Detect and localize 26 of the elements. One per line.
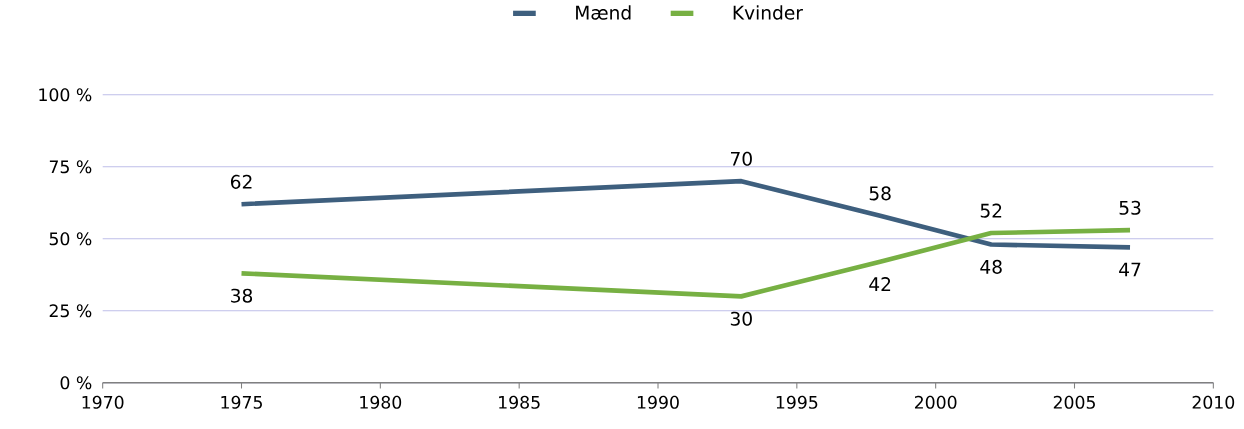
x-tick-label: 2005 — [1053, 395, 1095, 409]
data-label: 52 — [980, 203, 1002, 218]
data-label: 38 — [231, 288, 253, 303]
data-label: 47 — [1119, 262, 1141, 277]
x-tick-label: 1970 — [82, 395, 124, 409]
y-tick-label: 100 % — [39, 88, 92, 102]
x-tick-label: 1990 — [637, 395, 679, 409]
x-tick-label: 1995 — [776, 395, 818, 409]
y-tick-label: 25 % — [49, 304, 92, 318]
data-label: 42 — [869, 277, 891, 292]
legend-label: Kvinder — [733, 5, 803, 20]
data-label: 62 — [230, 174, 252, 189]
y-tick-label: 0 % — [60, 376, 92, 390]
data-label: 70 — [730, 151, 752, 166]
x-tick-label: 2000 — [914, 395, 957, 409]
x-tick-label: 2010 — [1192, 395, 1235, 409]
x-tick-label: 1975 — [221, 395, 262, 409]
data-label: 30 — [730, 311, 752, 326]
x-tick-label: 1985 — [499, 395, 540, 409]
data-label: 58 — [869, 186, 891, 201]
x-tick-label: 1980 — [360, 395, 402, 409]
data-label: 53 — [1119, 200, 1141, 215]
y-tick-label: 75 % — [49, 160, 92, 174]
data-label: 48 — [980, 259, 1002, 275]
y-tick-label: 50 % — [49, 232, 92, 246]
legend-label: Mænd — [576, 5, 631, 20]
